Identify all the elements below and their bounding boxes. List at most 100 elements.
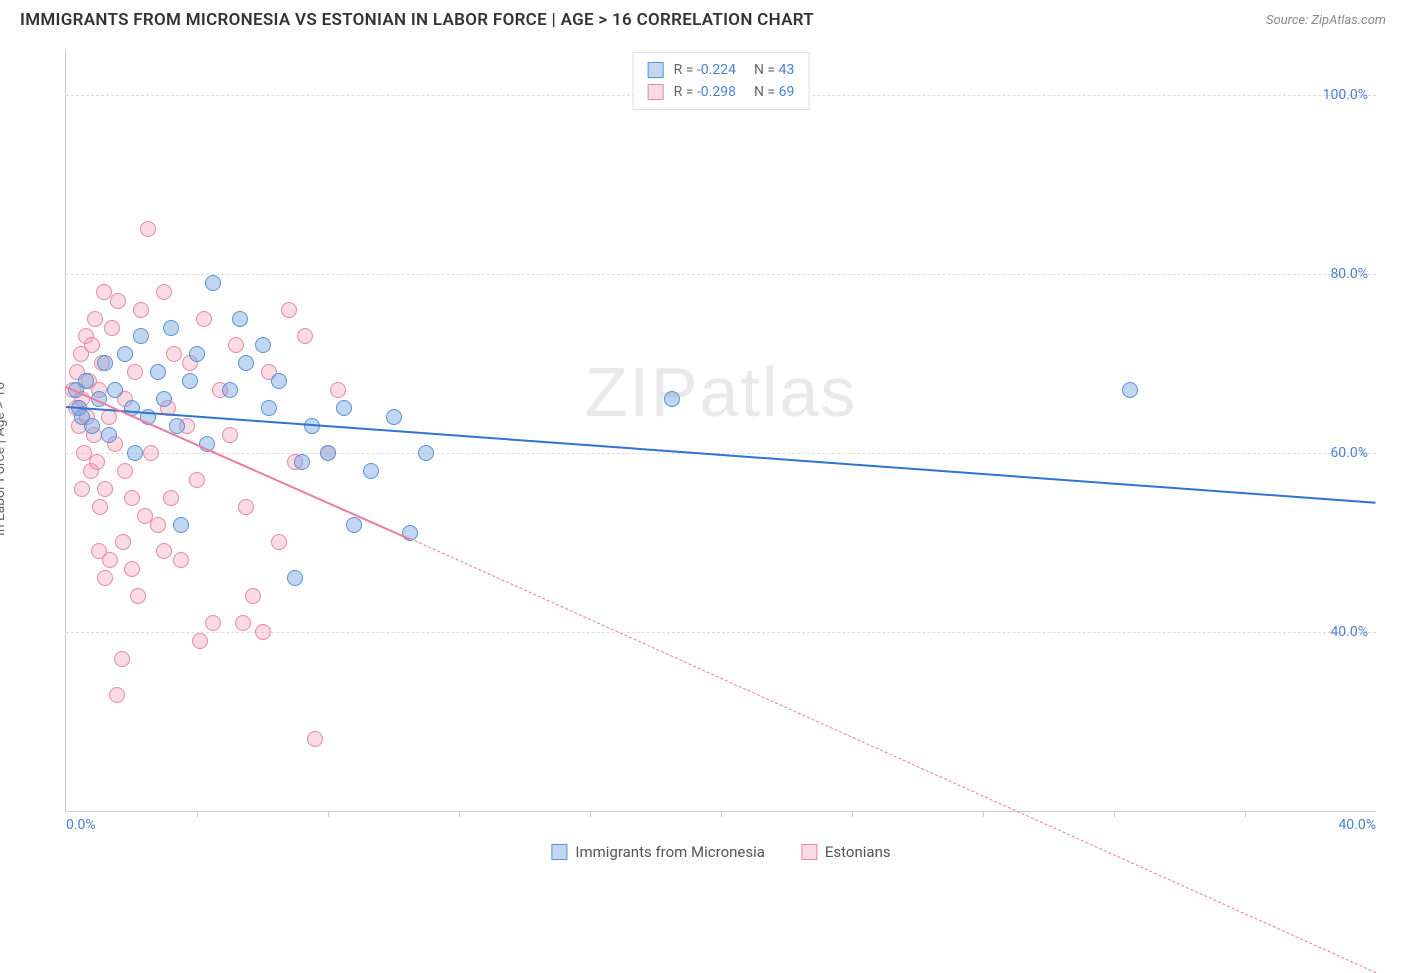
pink-marker xyxy=(91,543,107,559)
legend-swatch xyxy=(648,62,664,78)
pink-marker xyxy=(205,615,221,631)
x-tick xyxy=(721,811,722,817)
pink-marker xyxy=(87,311,103,327)
blue-marker xyxy=(320,445,336,461)
legend-label: Immigrants from Micronesia xyxy=(575,843,765,861)
blue-marker xyxy=(336,400,352,416)
x-tick xyxy=(590,811,591,817)
x-axis-min-label: 0.0% xyxy=(66,817,96,833)
blue-marker xyxy=(261,400,277,416)
pink-marker xyxy=(255,624,271,640)
pink-marker xyxy=(97,481,113,497)
watermark: ZIPatlas xyxy=(585,352,858,432)
pink-marker xyxy=(297,328,313,344)
pink-marker xyxy=(114,651,130,667)
legend-swatch xyxy=(551,844,567,860)
pink-marker xyxy=(140,221,156,237)
pink-marker xyxy=(124,490,140,506)
x-tick xyxy=(197,811,198,817)
pink-marker xyxy=(117,463,133,479)
pink-marker xyxy=(89,454,105,470)
pink-marker xyxy=(281,302,297,318)
series-legend-item: Immigrants from Micronesia xyxy=(551,843,765,861)
pink-marker xyxy=(110,293,126,309)
x-tick xyxy=(852,811,853,817)
pink-marker xyxy=(74,481,90,497)
series-legend: Immigrants from Micronesia Estonians xyxy=(551,843,890,861)
pink-marker xyxy=(222,427,238,443)
stat-legend-row: R = -0.224N = 43 xyxy=(648,59,795,81)
blue-marker xyxy=(664,391,680,407)
pink-marker xyxy=(130,588,146,604)
pink-marker xyxy=(104,320,120,336)
blue-marker xyxy=(84,418,100,434)
pink-marker xyxy=(97,570,113,586)
x-tick xyxy=(1245,811,1246,817)
stat-r: R = -0.298N = 69 xyxy=(674,84,795,100)
x-axis-max-label: 40.0% xyxy=(1338,817,1376,833)
blue-marker xyxy=(386,409,402,425)
blue-marker xyxy=(169,418,185,434)
legend-swatch xyxy=(648,84,664,100)
pink-marker xyxy=(137,508,153,524)
pink-marker xyxy=(173,552,189,568)
pink-marker xyxy=(192,633,208,649)
blue-marker xyxy=(107,382,123,398)
blue-marker xyxy=(163,320,179,336)
x-tick xyxy=(1114,811,1115,817)
plot-area: ZIPatlas R = -0.224N = 43 R = -0.298N = 6… xyxy=(65,50,1376,812)
y-tick-label: 60.0% xyxy=(1330,445,1368,461)
x-tick xyxy=(328,811,329,817)
blue-marker xyxy=(117,346,133,362)
blue-marker xyxy=(97,355,113,371)
pink-marker xyxy=(133,302,149,318)
pink-marker xyxy=(143,445,159,461)
pink-marker xyxy=(156,543,172,559)
blue-trendline xyxy=(66,406,1376,504)
y-axis-title: In Labor Force | Age > 16 xyxy=(0,382,8,536)
pink-marker xyxy=(127,364,143,380)
blue-marker xyxy=(182,373,198,389)
blue-marker xyxy=(156,391,172,407)
blue-marker xyxy=(232,311,248,327)
pink-marker xyxy=(92,499,108,515)
blue-marker xyxy=(287,570,303,586)
blue-marker xyxy=(271,373,287,389)
blue-marker xyxy=(418,445,434,461)
pink-marker xyxy=(189,472,205,488)
pink-trendline xyxy=(66,386,411,540)
chart-title: IMMIGRANTS FROM MICRONESIA VS ESTONIAN I… xyxy=(20,10,814,30)
blue-marker xyxy=(294,454,310,470)
pink-marker xyxy=(330,382,346,398)
blue-marker xyxy=(133,328,149,344)
series-legend-item: Estonians xyxy=(801,843,891,861)
chart-container: In Labor Force | Age > 16 ZIPatlas R = -… xyxy=(20,50,1386,867)
pink-marker xyxy=(156,284,172,300)
blue-marker xyxy=(346,517,362,533)
y-tick-label: 100.0% xyxy=(1323,87,1368,103)
pink-marker xyxy=(115,534,131,550)
blue-marker xyxy=(363,463,379,479)
y-tick-label: 40.0% xyxy=(1330,624,1368,640)
blue-marker xyxy=(255,337,271,353)
blue-marker xyxy=(205,275,221,291)
blue-marker xyxy=(101,427,117,443)
stat-legend: R = -0.224N = 43 R = -0.298N = 69 xyxy=(633,52,810,110)
stat-r: R = -0.224N = 43 xyxy=(674,62,795,78)
blue-marker xyxy=(238,355,254,371)
x-tick xyxy=(983,811,984,817)
stat-legend-row: R = -0.298N = 69 xyxy=(648,81,795,103)
blue-marker xyxy=(150,364,166,380)
pink-marker xyxy=(96,284,112,300)
blue-marker xyxy=(1122,382,1138,398)
pink-trendline-dash xyxy=(410,538,1377,973)
pink-marker xyxy=(235,615,251,631)
pink-marker xyxy=(307,731,323,747)
legend-label: Estonians xyxy=(825,843,891,861)
pink-marker xyxy=(238,499,254,515)
pink-marker xyxy=(166,346,182,362)
blue-marker xyxy=(173,517,189,533)
pink-marker xyxy=(245,588,261,604)
blue-marker xyxy=(78,373,94,389)
pink-marker xyxy=(150,517,166,533)
